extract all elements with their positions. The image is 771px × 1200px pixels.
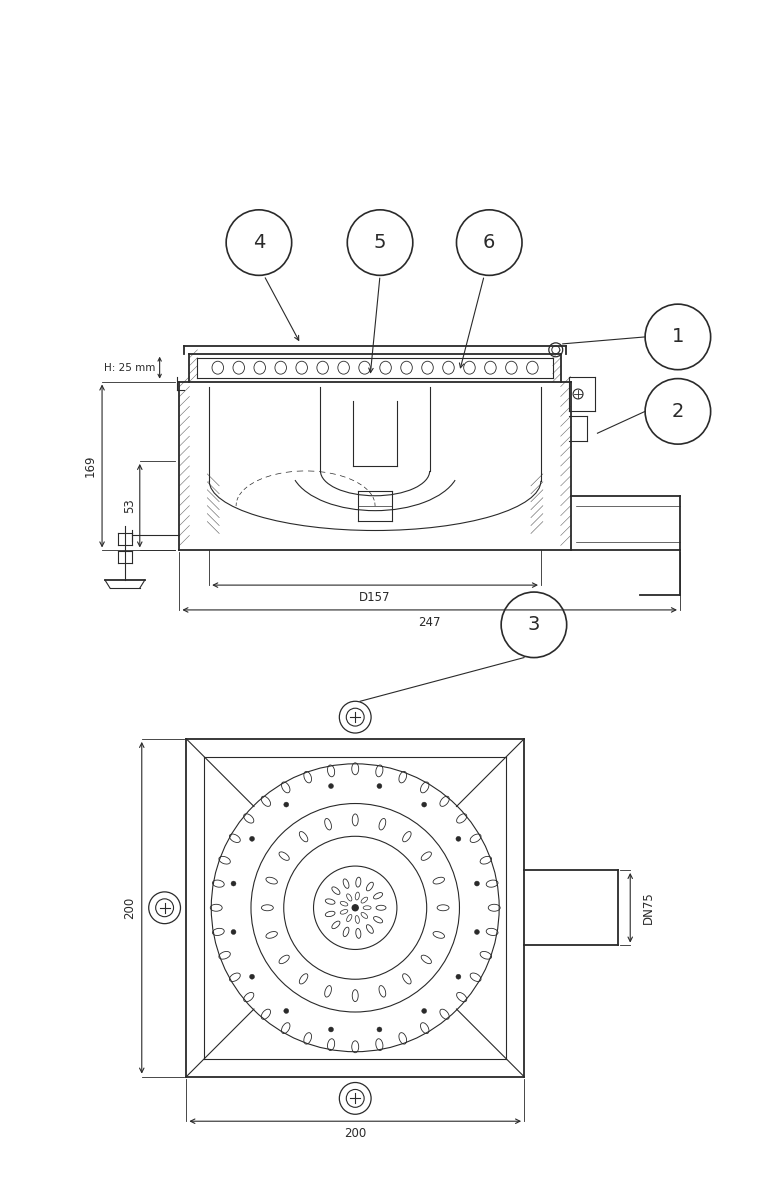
Text: 247: 247 (419, 616, 441, 629)
Circle shape (422, 1008, 426, 1014)
Circle shape (352, 905, 359, 911)
Circle shape (474, 881, 480, 886)
Circle shape (328, 1027, 334, 1032)
Text: 6: 6 (483, 233, 496, 252)
Text: 200: 200 (344, 1127, 366, 1140)
Circle shape (422, 802, 426, 808)
Circle shape (250, 974, 254, 979)
Circle shape (456, 974, 461, 979)
Circle shape (456, 836, 461, 841)
Circle shape (284, 1008, 289, 1014)
Text: 169: 169 (84, 455, 97, 478)
Text: 200: 200 (123, 896, 136, 919)
Text: 5: 5 (374, 233, 386, 252)
Circle shape (250, 836, 254, 841)
Circle shape (284, 802, 289, 808)
Circle shape (377, 1027, 382, 1032)
Text: 53: 53 (123, 498, 136, 514)
Text: DN75: DN75 (642, 892, 655, 924)
Text: H: 25 mm: H: 25 mm (104, 362, 156, 373)
Circle shape (474, 930, 480, 935)
Text: 1: 1 (672, 328, 684, 347)
Text: 2: 2 (672, 402, 684, 421)
Circle shape (377, 784, 382, 788)
Text: D157: D157 (359, 592, 391, 604)
Circle shape (231, 930, 236, 935)
Text: 4: 4 (253, 233, 265, 252)
Text: 3: 3 (527, 616, 540, 635)
Circle shape (231, 881, 236, 886)
Circle shape (328, 784, 334, 788)
